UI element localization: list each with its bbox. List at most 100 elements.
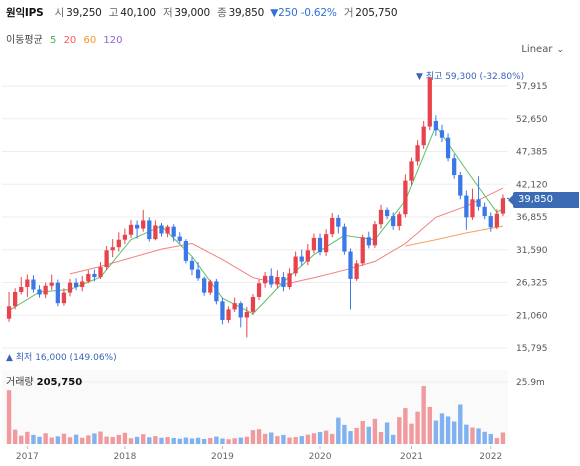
candle [189, 257, 195, 276]
candle-body [305, 250, 310, 262]
volume-bar [43, 433, 48, 444]
candle-body [37, 289, 42, 295]
candle [311, 233, 317, 254]
volume-bar [49, 437, 54, 444]
candle-body [323, 234, 329, 253]
candle [366, 231, 371, 249]
volume-tick-label: 25.9m [516, 378, 545, 388]
stock-name: 원익IPS [6, 7, 44, 19]
candle [13, 288, 18, 310]
volume-bar [415, 411, 420, 444]
candle [37, 285, 42, 298]
candle [128, 219, 134, 238]
volume-bar [73, 434, 79, 444]
volume-bars [6, 386, 506, 444]
candle-body [244, 311, 249, 318]
candle [397, 211, 402, 231]
volume-bar [80, 437, 85, 444]
candle [323, 229, 329, 256]
candle [452, 153, 457, 179]
scale-label: Linear [521, 44, 553, 55]
candle [238, 301, 243, 328]
candle [330, 212, 335, 238]
volume-bar [287, 437, 292, 444]
candle-body [256, 283, 262, 297]
volume-bar [384, 422, 390, 444]
volume-bar [177, 438, 182, 444]
candle-body [128, 224, 134, 235]
candle-body [494, 213, 499, 228]
volume-bar [476, 428, 481, 444]
candle [391, 212, 396, 230]
candle [293, 251, 298, 277]
volume-bar [147, 437, 152, 444]
volume-bar [323, 430, 329, 444]
candle-body [500, 198, 506, 214]
candle-body [445, 137, 451, 159]
candle [195, 262, 201, 281]
candle-body [372, 224, 378, 246]
volume-bar [293, 437, 298, 444]
ma5-period: 5 [50, 35, 57, 46]
ma60-period: 60 [83, 35, 97, 46]
moving-average-legend[interactable]: 이동평균 5 20 60 120 [6, 31, 127, 46]
open-label: 시 [54, 7, 65, 19]
candle-body [220, 301, 225, 320]
candle-body [299, 256, 304, 262]
candle-body [25, 279, 30, 288]
volume-bar [67, 437, 73, 444]
time-tick-label: 2022 [479, 452, 502, 462]
volume-bar [208, 438, 213, 444]
candle-body [61, 292, 67, 304]
volume-panel-header: 거래량 205,750 [6, 373, 82, 388]
candle [80, 275, 85, 292]
volume-bar [311, 433, 317, 444]
volume-bar [403, 408, 408, 444]
volume-bar [98, 431, 103, 444]
volume-bar [37, 436, 42, 444]
volume-bar [104, 436, 109, 444]
high-annotation: ▼ 최고 59,300 (-32.80%) [416, 72, 525, 82]
candle [73, 278, 79, 291]
candle-body [73, 282, 79, 288]
volume-bar [391, 434, 396, 444]
ma60-line [405, 225, 504, 247]
candle [141, 209, 146, 232]
candle [98, 262, 103, 279]
candle [360, 234, 365, 266]
candle-body [427, 77, 432, 127]
candle-body [275, 277, 280, 285]
scale-dropdown[interactable]: Linear ⌄ [521, 44, 564, 55]
candle [421, 120, 426, 149]
candle [500, 194, 506, 217]
candle-body [433, 120, 439, 131]
candle [439, 124, 445, 143]
volume-bar [189, 438, 195, 444]
candle-body [104, 250, 109, 268]
volume-bar [305, 434, 311, 444]
current-price-badge: 39,850 [508, 192, 579, 208]
candle-body [482, 206, 487, 217]
candle [476, 176, 481, 211]
candle-body [452, 158, 457, 176]
candle [445, 133, 451, 162]
candle-body [421, 126, 426, 146]
candle-body [330, 217, 335, 235]
candle [427, 77, 432, 131]
volume-bar [153, 436, 158, 444]
candle [275, 270, 280, 289]
volume-bar [134, 436, 140, 444]
candle [263, 272, 268, 288]
volume-bar [281, 434, 286, 444]
candle [61, 288, 67, 306]
change-value: ▼250 -0.62% [270, 7, 337, 19]
price-tick-label: 36,855 [516, 213, 548, 223]
candle-body [98, 267, 103, 278]
candle [177, 232, 182, 244]
volume-bar [244, 436, 250, 444]
candle [488, 212, 493, 232]
volume-bar [366, 426, 371, 444]
candle-body [269, 275, 274, 285]
candle-body [391, 216, 396, 227]
